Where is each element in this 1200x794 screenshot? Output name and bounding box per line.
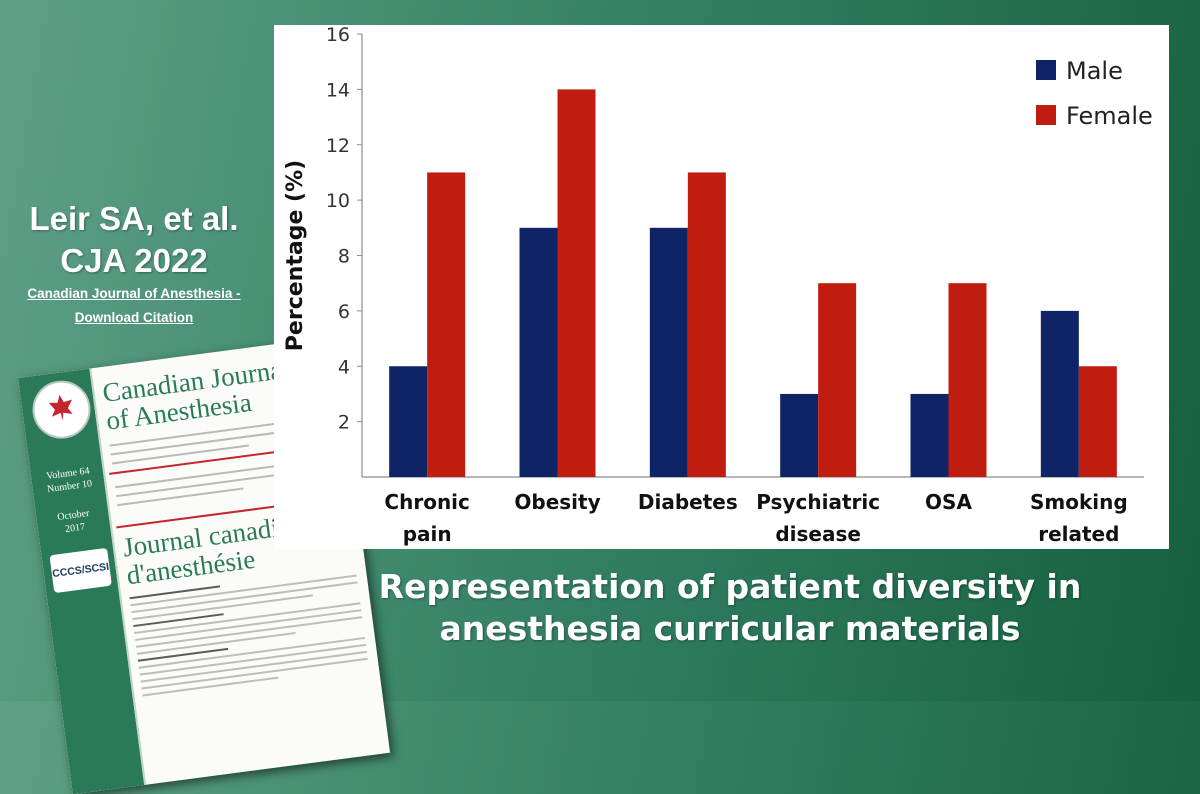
x-category-label: disease xyxy=(775,522,861,546)
bar-male xyxy=(780,393,819,477)
bar-male xyxy=(649,227,688,477)
x-category-label: Diabetes xyxy=(638,490,738,514)
bar-female xyxy=(948,283,987,477)
citation-link-download[interactable]: Download Citation xyxy=(74,310,194,325)
figure-caption: Representation of patient diversity in a… xyxy=(340,566,1120,650)
y-tick-label: 6 xyxy=(338,301,350,323)
y-tick-label: 8 xyxy=(338,246,350,268)
legend-label-female: Female xyxy=(1066,102,1153,130)
y-tick-label: 12 xyxy=(326,135,350,157)
x-category-label: OSA xyxy=(925,490,972,514)
bar-male xyxy=(1040,310,1079,477)
caption-line-2: anesthesia curricular materials xyxy=(439,609,1021,648)
y-tick-label: 14 xyxy=(326,79,350,101)
legend-swatch-female xyxy=(1036,105,1056,125)
bar-female xyxy=(1078,366,1117,477)
citation-link-journal[interactable]: Canadian Journal of Anesthesia - xyxy=(27,286,241,301)
y-tick-label: 16 xyxy=(326,25,350,46)
citation-block: Leir SA, et al. CJA 2022 Canadian Journa… xyxy=(0,198,268,330)
citation-journal-year: CJA 2022 xyxy=(60,242,208,279)
bar-female xyxy=(818,283,857,477)
bar-female xyxy=(557,89,596,477)
cccs-logo-badge: CCCS/SCSI xyxy=(49,547,112,594)
x-category-label: Obesity xyxy=(514,490,600,514)
citation-authors: Leir SA, et al. xyxy=(29,200,239,237)
x-category-label: pain xyxy=(403,522,452,546)
y-tick-label: 2 xyxy=(338,412,350,434)
bar-female xyxy=(687,172,726,477)
bar-chart: 2 4 6 8 10 12 14 16 Percentage (%) Chronic pain Obe… xyxy=(283,25,1153,546)
x-category-label: related xyxy=(1038,522,1119,546)
y-axis-title: Percentage (%) xyxy=(283,160,308,351)
chart-panel: 2 4 6 8 10 12 14 16 Percentage (%) Chronic pain Obe… xyxy=(274,25,1169,549)
cover-contents-lines xyxy=(129,568,370,702)
y-tick-label: 10 xyxy=(326,190,350,212)
legend-label-male: Male xyxy=(1066,57,1123,85)
bar-male xyxy=(519,227,558,477)
bar-male xyxy=(389,366,428,477)
bar-male xyxy=(910,393,949,477)
x-category-label: Chronic xyxy=(384,490,469,514)
x-category-label: Smoking xyxy=(1030,490,1128,514)
y-tick-label: 4 xyxy=(338,356,350,378)
caption-line-1: Representation of patient diversity in xyxy=(378,567,1082,606)
bar-female xyxy=(427,172,466,477)
legend-swatch-male xyxy=(1036,60,1056,80)
x-category-label: Psychiatric xyxy=(756,490,880,514)
